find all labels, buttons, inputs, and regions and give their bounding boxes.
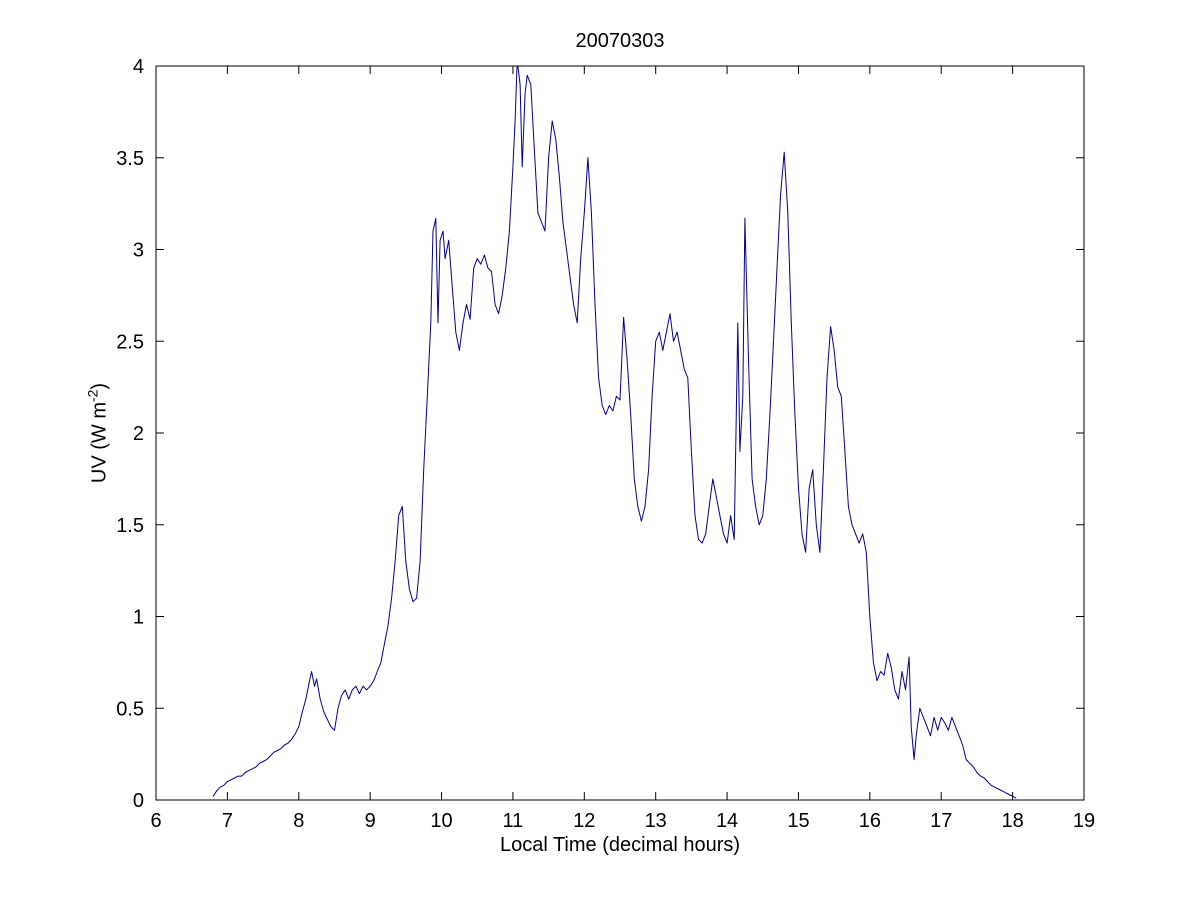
x-tick-label: 12 [573, 810, 595, 832]
y-tick-label: 3.5 [116, 148, 144, 170]
chart-title: 20070303 [575, 30, 665, 52]
x-tick-label: 6 [150, 810, 161, 832]
y-axis-label-sup: -2 [84, 389, 101, 403]
y-tick-label: 0.5 [116, 698, 144, 720]
x-tick-label: 8 [293, 810, 304, 832]
axis-box [155, 65, 1085, 801]
x-axis-label: Local Time (decimal hours) [499, 834, 741, 856]
y-tick-label: 1 [133, 607, 144, 629]
y-tick-label: 3 [133, 240, 144, 262]
y-tick-label: 4 [133, 56, 144, 78]
y-tick-label: 2 [133, 423, 144, 445]
y-axis-label-pre: UV (W m [88, 402, 111, 484]
x-tick-label: 18 [1001, 810, 1023, 832]
x-tick-label: 14 [716, 810, 738, 832]
x-tick-label: 11 [503, 810, 524, 832]
x-tick-label: 15 [787, 810, 809, 832]
x-tick-label: 17 [930, 810, 952, 832]
x-tick-label: 9 [365, 810, 376, 832]
uv-series-line [212, 66, 1017, 799]
x-tick-label: 16 [859, 810, 881, 832]
x-tick-label: 10 [430, 810, 452, 832]
x-tick-label: 19 [1073, 810, 1095, 832]
y-tick-label: 1.5 [116, 515, 144, 537]
y-axis-label-post: ) [88, 382, 111, 390]
y-tick-label: 2.5 [116, 331, 144, 353]
y-axis-label: UV (W m-2) [85, 383, 112, 483]
x-tick-label: 13 [645, 810, 667, 832]
x-tick-label: 7 [222, 810, 233, 832]
y-tick-label: 0 [133, 790, 144, 812]
